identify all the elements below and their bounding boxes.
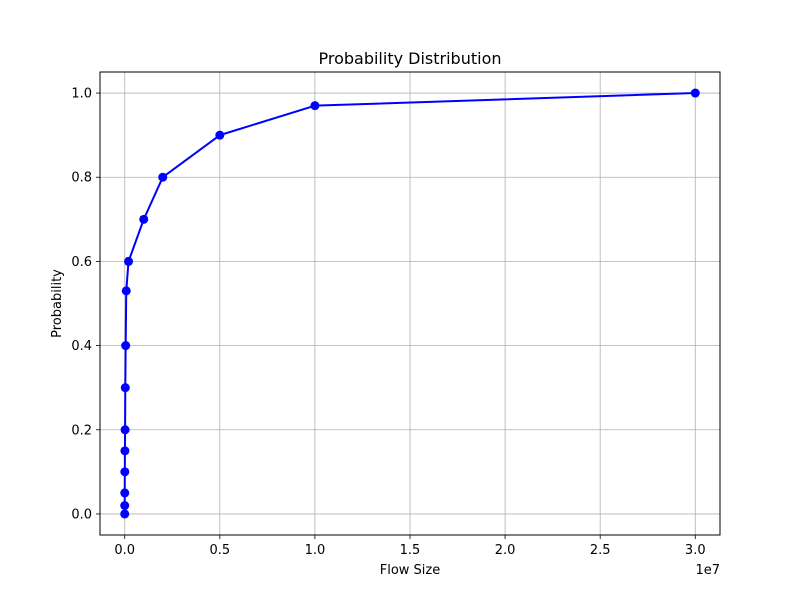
y-tick-label: 0.2 (71, 423, 92, 438)
x-tick-label: 2.0 (495, 543, 516, 558)
y-tick-label: 0.0 (71, 507, 92, 522)
x-tick-label: 1.5 (400, 543, 421, 558)
x-tick-label: 0.0 (114, 543, 135, 558)
x-axis-offset-label: 1e7 (695, 563, 720, 578)
x-tick-label: 1.0 (305, 543, 326, 558)
data-point (120, 501, 130, 511)
data-point (120, 446, 130, 456)
data-point (124, 256, 134, 266)
data-point (121, 341, 131, 351)
data-point (120, 467, 130, 477)
x-axis-label: Flow Size (380, 563, 441, 578)
y-tick-label: 1.0 (71, 87, 92, 102)
y-axis-label: Probability (50, 269, 65, 338)
y-tick-label: 0.4 (71, 339, 92, 354)
data-point (120, 383, 130, 393)
y-tick-label: 0.8 (71, 171, 92, 186)
chart-title: Probability Distribution (318, 49, 501, 68)
x-tick-label: 3.0 (685, 543, 706, 558)
y-axis: 0.0 0.2 0.4 0.6 0.8 1.0 (71, 87, 100, 522)
x-tick-label: 0.5 (209, 543, 230, 558)
x-axis: 0.0 0.5 1.0 1.5 2.0 2.5 3.0 (114, 535, 706, 558)
data-point (120, 509, 130, 519)
y-tick-label: 0.6 (71, 255, 92, 270)
data-point (690, 88, 700, 98)
data-point (310, 101, 320, 111)
data-point (120, 425, 130, 435)
data-point (139, 214, 149, 224)
data-point (121, 286, 131, 296)
x-tick-label: 2.5 (590, 543, 611, 558)
data-point (120, 488, 130, 498)
grid (100, 72, 720, 535)
data-point (215, 130, 225, 140)
data-point (158, 172, 168, 182)
series-layer (120, 88, 700, 519)
